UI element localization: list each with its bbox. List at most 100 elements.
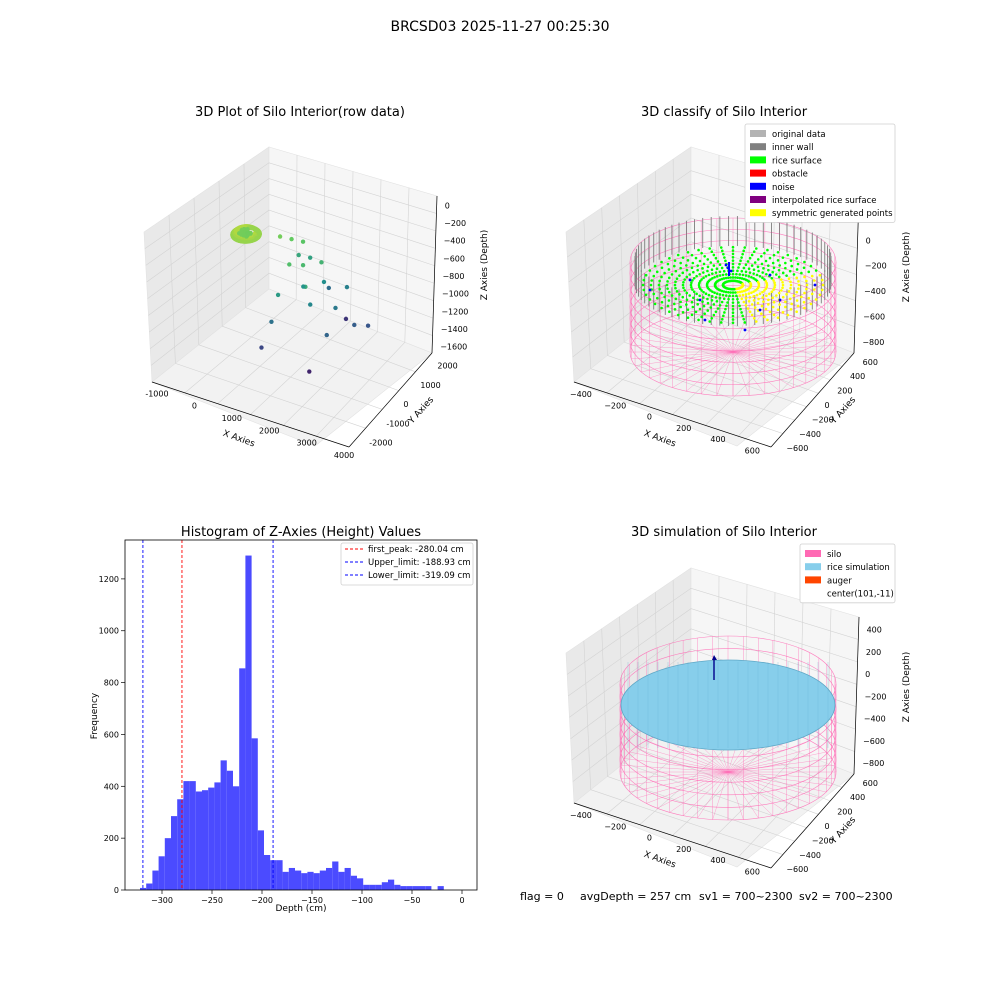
raw-data-point bbox=[245, 232, 250, 237]
histogram-bar bbox=[326, 867, 333, 890]
rice-surface-point bbox=[734, 291, 737, 294]
rice-surface-point bbox=[681, 295, 685, 299]
rice-surface-point bbox=[768, 256, 772, 260]
silo-floor-spoke bbox=[732, 351, 835, 360]
rice-surface-point bbox=[718, 263, 722, 267]
rice-surface-point bbox=[648, 298, 652, 301]
simulation-xlabel: X Axies bbox=[642, 850, 677, 871]
rice-surface-point bbox=[753, 261, 757, 264]
symmetric-point bbox=[800, 295, 803, 299]
rice-surface-point bbox=[692, 276, 696, 280]
raw-z-tick: −1600 bbox=[440, 343, 467, 352]
legend-swatch bbox=[750, 209, 766, 217]
raw-data-point bbox=[300, 239, 306, 244]
rice-surface-point bbox=[741, 252, 744, 256]
rice-surface-point bbox=[667, 299, 671, 302]
raw-x-tick: 2000 bbox=[259, 426, 279, 435]
grid-line bbox=[168, 214, 176, 364]
silo-floor-spoke bbox=[732, 351, 825, 373]
rice-surface-point bbox=[766, 248, 769, 252]
rice-surface-point bbox=[694, 256, 698, 260]
histogram-y-tick: 1200 bbox=[99, 575, 119, 584]
symmetric-point bbox=[778, 303, 781, 306]
rice-surface-point bbox=[744, 263, 748, 267]
grid-line bbox=[245, 307, 416, 373]
simulation-x-tick: −200 bbox=[604, 822, 626, 831]
symmetric-point bbox=[797, 287, 800, 290]
rice-surface-point bbox=[750, 264, 754, 267]
rice-surface-point bbox=[795, 256, 798, 260]
rice-surface-point bbox=[660, 275, 663, 279]
rice-surface-point bbox=[690, 313, 694, 317]
raw-z-tick: −600 bbox=[443, 254, 465, 263]
rice-surface-point bbox=[691, 305, 695, 309]
grid-line bbox=[619, 616, 625, 764]
histogram-title: Histogram of Z-Axies (Height) Values bbox=[181, 525, 421, 540]
silo-floor-spoke bbox=[660, 351, 734, 384]
classify-ylabel: Y Axies bbox=[828, 395, 858, 427]
rice-surface-point bbox=[781, 271, 785, 275]
footer-sv1: sv1 = 700~2300 bbox=[699, 890, 793, 903]
rice-surface-point bbox=[722, 290, 726, 293]
rice-surface-point bbox=[763, 251, 766, 255]
rice-surface-point bbox=[681, 271, 685, 275]
rice-surface-point bbox=[685, 268, 689, 272]
silo-floor-spoke bbox=[732, 344, 835, 353]
symmetric-point bbox=[742, 289, 746, 293]
rice-surface-point bbox=[750, 253, 754, 257]
simulation-x-tick: −400 bbox=[570, 811, 592, 820]
rice-surface-point bbox=[700, 251, 703, 255]
silo-floor-spoke bbox=[641, 331, 734, 353]
rice-surface-point bbox=[698, 294, 701, 298]
histogram-bar bbox=[375, 884, 382, 890]
simulation-3d-ticks: −400 −200 0 200 400 600 −600 −400 −200 0 200 400 600… bbox=[570, 626, 887, 877]
symmetric-point bbox=[818, 273, 822, 277]
rice-surface-point bbox=[762, 267, 765, 270]
rice-surface-point bbox=[714, 271, 718, 274]
classify-x-tick: 600 bbox=[745, 447, 760, 456]
rice-surface-point bbox=[727, 276, 730, 279]
rice-surface-point bbox=[715, 275, 719, 278]
noise-point bbox=[648, 288, 652, 292]
rice-surface-point bbox=[740, 277, 744, 280]
x-axis-line bbox=[573, 381, 772, 448]
symmetric-point bbox=[773, 283, 777, 287]
rice-surface-point bbox=[711, 290, 714, 293]
simulation-y-tick: 400 bbox=[850, 793, 865, 802]
symmetric-point bbox=[757, 297, 760, 301]
grid-line bbox=[144, 162, 437, 249]
rice-surface-point bbox=[736, 297, 739, 301]
silo-floor-spoke bbox=[716, 351, 734, 396]
rice-surface-point bbox=[718, 296, 722, 300]
rice-surface-point bbox=[692, 296, 695, 300]
symmetric-point bbox=[750, 303, 754, 306]
symmetric-point bbox=[805, 287, 808, 291]
raw-data-point bbox=[321, 279, 327, 285]
rice-surface-point bbox=[767, 268, 770, 272]
rice-surface-point bbox=[696, 268, 699, 272]
rice-surface-point bbox=[731, 276, 735, 279]
symmetric-point bbox=[772, 313, 776, 317]
rice-surface-point bbox=[692, 290, 696, 294]
noise-point bbox=[703, 318, 707, 322]
silo-floor-spoke bbox=[637, 745, 729, 773]
symmetric-point bbox=[772, 279, 775, 282]
rice-surface-point bbox=[681, 283, 685, 287]
raw-y-tick: 2000 bbox=[437, 362, 457, 371]
symmetric-point bbox=[764, 307, 768, 311]
simulation-y-tick: 0 bbox=[825, 822, 830, 831]
rice-surface-point bbox=[744, 270, 748, 274]
rice-surface-point bbox=[802, 266, 806, 270]
rice-surface-point bbox=[731, 259, 735, 262]
legend-frame bbox=[744, 123, 896, 223]
rice-surface-point bbox=[761, 276, 764, 280]
silo-floor-spoke bbox=[624, 758, 729, 773]
rice-surface-point bbox=[642, 288, 646, 292]
rice-surface-point bbox=[724, 294, 728, 297]
classify-y-tick: −200 bbox=[812, 415, 834, 424]
rice-surface-point bbox=[731, 272, 735, 276]
histogram-bar bbox=[189, 781, 196, 890]
silo-floor-spoke bbox=[727, 751, 827, 773]
symmetric-point bbox=[768, 292, 771, 296]
